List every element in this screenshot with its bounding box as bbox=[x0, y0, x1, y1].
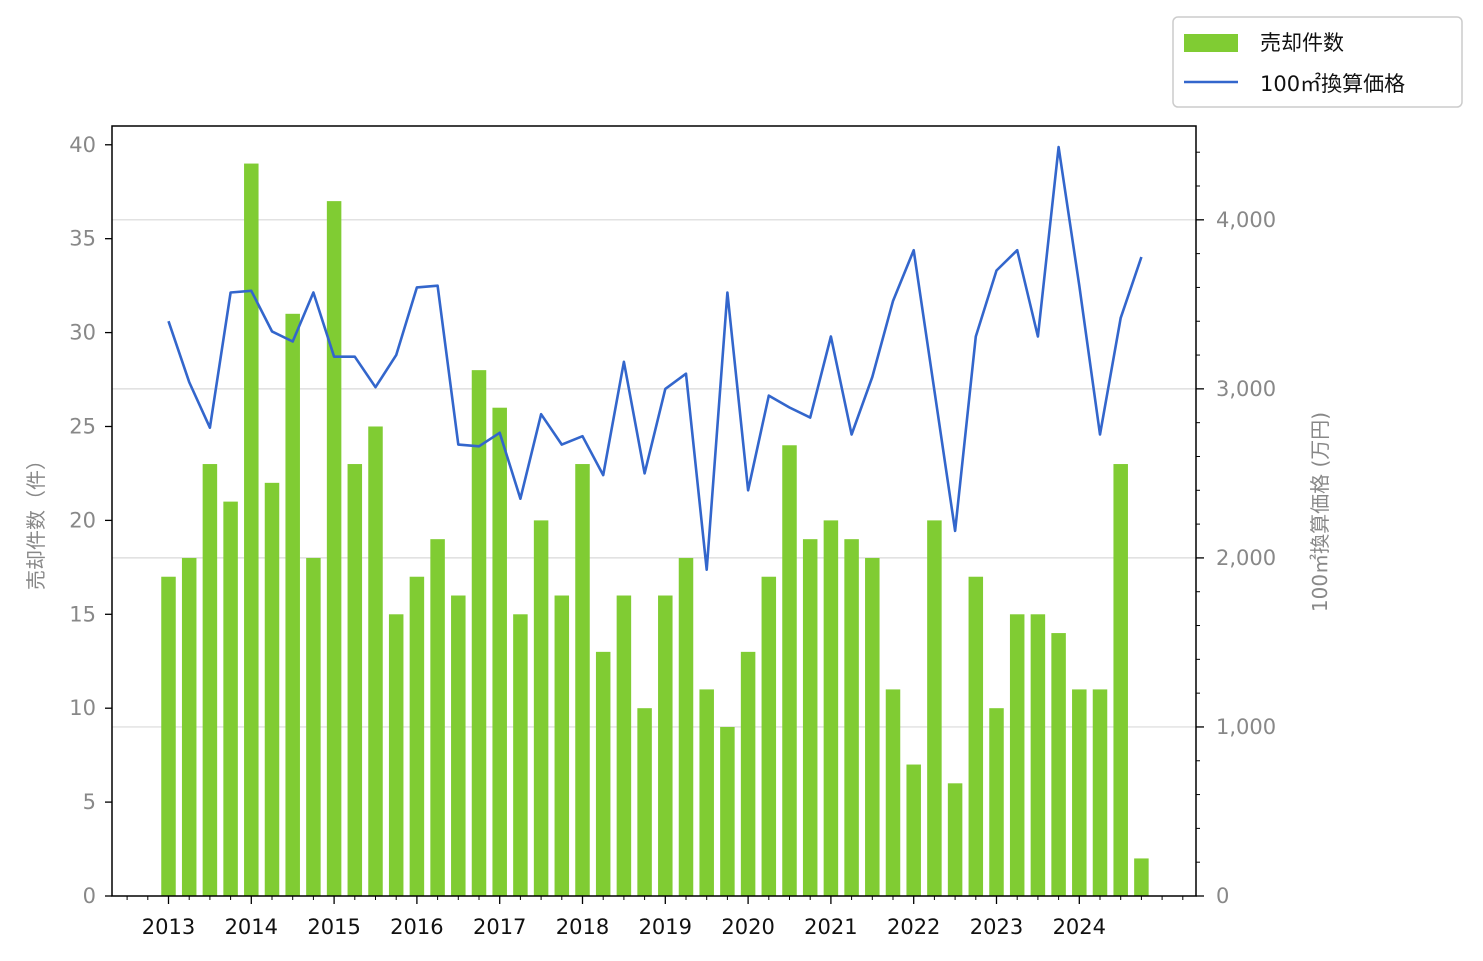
x-tick-label-0: 2013 bbox=[142, 915, 195, 939]
bar-35 bbox=[885, 689, 901, 896]
bar-0 bbox=[161, 576, 176, 896]
left-axis-title: 売却件数（件） bbox=[24, 450, 48, 590]
x-tick-label-7: 2020 bbox=[721, 915, 774, 939]
bar-44 bbox=[1072, 689, 1087, 896]
bar-24 bbox=[658, 595, 673, 896]
left-tick-label-6: 30 bbox=[69, 321, 96, 345]
x-tick-label-10: 2023 bbox=[970, 915, 1023, 939]
bar-37 bbox=[927, 520, 942, 896]
bar-39 bbox=[968, 576, 984, 896]
bar-29 bbox=[761, 576, 777, 896]
x-tick-label-11: 2024 bbox=[1053, 915, 1106, 939]
bar-36 bbox=[906, 764, 921, 896]
x-tick-label-5: 2018 bbox=[556, 915, 609, 939]
bar-18 bbox=[533, 520, 549, 896]
left-tick-label-8: 40 bbox=[69, 133, 96, 157]
bar-22 bbox=[616, 595, 632, 896]
bar-42 bbox=[1030, 614, 1046, 896]
bar-9 bbox=[347, 464, 363, 896]
left-tick-label-3: 15 bbox=[69, 602, 96, 626]
bar-10 bbox=[368, 426, 383, 896]
left-tick-label-1: 5 bbox=[83, 790, 96, 814]
bar-33 bbox=[844, 539, 859, 896]
x-axis: 2013 2014 2015 2016 2017 2018 2019 2020 2021 2022… bbox=[126, 896, 1184, 939]
bar-7 bbox=[306, 557, 321, 896]
bar-6 bbox=[285, 313, 300, 896]
price-line bbox=[167, 145, 1143, 572]
bar-14 bbox=[451, 595, 466, 896]
bar-20 bbox=[575, 464, 590, 896]
bar-46 bbox=[1113, 464, 1128, 896]
left-tick-label-0: 0 bbox=[83, 884, 96, 908]
legend-label-price: 100㎡換算価格 bbox=[1260, 72, 1405, 96]
bar-43 bbox=[1051, 633, 1066, 896]
bar-45 bbox=[1092, 689, 1108, 896]
legend-box bbox=[1172, 16, 1463, 108]
bar-41 bbox=[1009, 614, 1025, 896]
left-tick-label-5: 25 bbox=[69, 414, 96, 438]
bar-16 bbox=[492, 407, 507, 896]
bar-28 bbox=[740, 651, 756, 896]
right-tick-label-1: 1,000 bbox=[1216, 715, 1276, 739]
bar-11 bbox=[388, 614, 404, 896]
right-axis-title: 100㎡換算価格 (万円) bbox=[1308, 412, 1332, 612]
right-axis: 0 1,000 2,000 3,000 4,000 bbox=[1196, 151, 1276, 908]
bar-5 bbox=[264, 482, 280, 896]
legend-bar-swatch bbox=[1184, 34, 1238, 52]
x-tick-label-6: 2019 bbox=[639, 915, 692, 939]
bar-38 bbox=[947, 783, 963, 896]
bar-2 bbox=[202, 464, 218, 896]
bar-1 bbox=[181, 557, 197, 896]
bar-25 bbox=[678, 557, 694, 896]
x-tick-label-3: 2016 bbox=[390, 915, 443, 939]
right-tick-label-0: 0 bbox=[1216, 884, 1229, 908]
plot-frame bbox=[111, 125, 1197, 897]
bar-13 bbox=[430, 539, 445, 896]
bar-21 bbox=[595, 651, 611, 896]
bar-12 bbox=[409, 576, 425, 896]
bar-31 bbox=[802, 539, 818, 896]
bar-23 bbox=[637, 708, 652, 896]
right-tick-label-4: 4,000 bbox=[1216, 208, 1276, 232]
bar-27 bbox=[720, 726, 735, 896]
x-tick-label-2: 2015 bbox=[307, 915, 360, 939]
legend: 売却件数 100㎡換算価格 bbox=[1172, 16, 1463, 108]
legend-label-sales: 売却件数 bbox=[1260, 31, 1344, 55]
left-tick-label-7: 35 bbox=[69, 227, 96, 251]
bar-26 bbox=[699, 689, 714, 896]
bar-40 bbox=[989, 708, 1004, 896]
bar-32 bbox=[823, 520, 839, 896]
x-tick-label-9: 2022 bbox=[887, 915, 940, 939]
left-tick-label-4: 20 bbox=[69, 508, 96, 532]
bar-17 bbox=[513, 614, 528, 896]
bar-30 bbox=[782, 445, 797, 896]
bar-15 bbox=[471, 370, 487, 896]
bar-8 bbox=[326, 201, 342, 896]
right-tick-label-3: 3,000 bbox=[1216, 377, 1276, 401]
x-tick-label-4: 2017 bbox=[473, 915, 526, 939]
right-tick-label-2: 2,000 bbox=[1216, 546, 1276, 570]
bar-19 bbox=[554, 595, 570, 896]
bar-3 bbox=[223, 501, 238, 896]
bar-34 bbox=[865, 557, 880, 896]
x-tick-label-1: 2014 bbox=[225, 915, 278, 939]
bar-47 bbox=[1134, 858, 1149, 896]
line-series bbox=[167, 145, 1143, 572]
x-tick-label-8: 2021 bbox=[804, 915, 857, 939]
bar-series bbox=[161, 163, 1149, 896]
left-axis: 0 5 10 15 20 25 30 35 40 bbox=[69, 133, 112, 908]
left-tick-label-2: 10 bbox=[69, 696, 96, 720]
bar-4 bbox=[244, 163, 259, 896]
